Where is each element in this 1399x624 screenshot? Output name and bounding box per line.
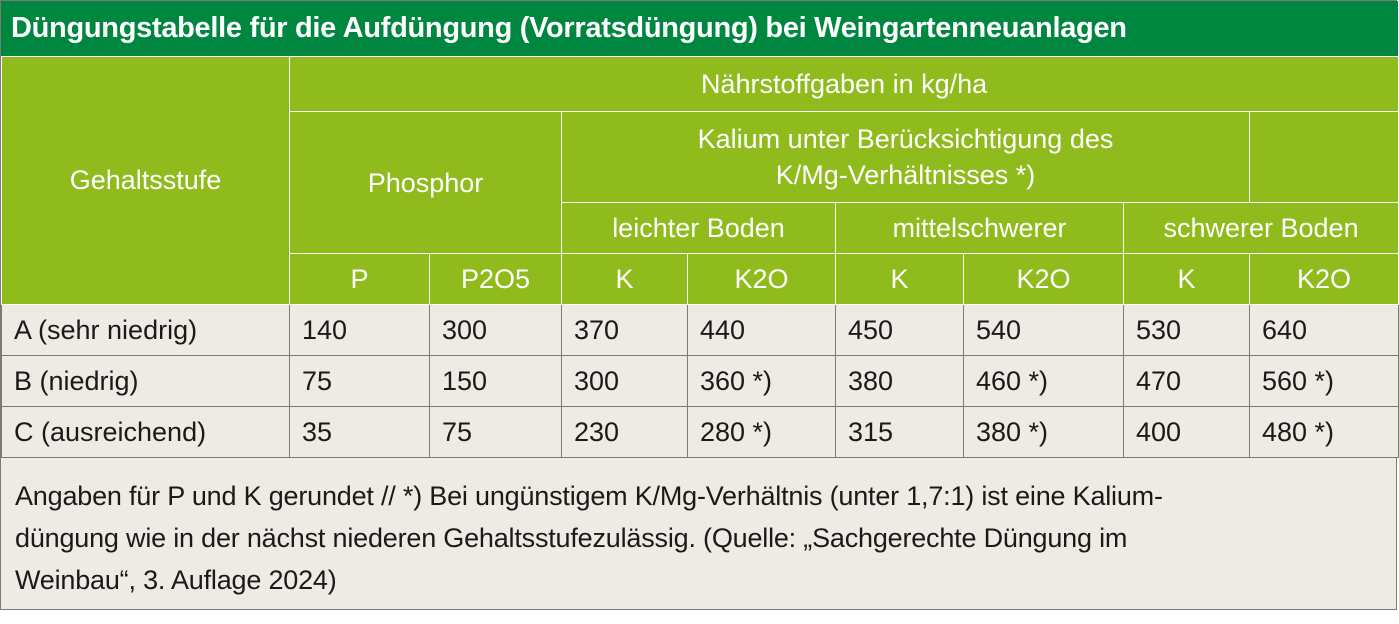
- footnote-line-2: düngung wie in der nächst niederen Gehal…: [15, 523, 1128, 553]
- header-row-3: leichter Boden mittelschwerer schwerer B…: [2, 202, 1399, 254]
- table-cell: 300: [429, 304, 562, 356]
- unit-p: P: [289, 253, 430, 305]
- header-naehrstoffgaben: Nährstoffgaben in kg/ha: [288, 56, 1399, 112]
- table-cell: 360 *): [687, 355, 836, 407]
- header-phosphor: Phosphor: [289, 111, 562, 254]
- header-gehaltsstufe: Gehaltsstufe: [1, 56, 290, 305]
- unit-k2o-leicht: K2O: [687, 253, 836, 305]
- table-cell: 460 *): [963, 355, 1124, 407]
- table-cell: 560 *): [1248, 355, 1399, 407]
- unit-k2o-schwer: K2O: [1248, 253, 1399, 305]
- table-cell: 300: [561, 355, 688, 407]
- table-title: Düngungstabelle für die Aufdüngung (Vorr…: [1, 1, 1398, 56]
- header-leichter-boden: leichter Boden: [561, 202, 836, 254]
- table-cell: 150: [429, 355, 562, 407]
- header-schwerer-boden: schwerer Boden: [1122, 202, 1399, 254]
- table-cell: 75: [429, 406, 562, 458]
- table-row: A (sehr niedrig) 140 300 370 440 450 540…: [1, 304, 1399, 356]
- fertilization-table: Gehaltsstufe Nährstoffgaben in kg/ha Pho…: [1, 56, 1399, 458]
- table-cell: 230: [561, 406, 688, 458]
- table-footnote: Angaben für P und K gerundet // *) Bei u…: [1, 457, 1398, 611]
- table-cell: 480 *): [1248, 406, 1399, 458]
- header-row-1: Gehaltsstufe Nährstoffgaben in kg/ha: [1, 56, 1399, 305]
- table-cell: 280 *): [687, 406, 836, 458]
- header-row-2: Phosphor Kalium unter Berücksichtigung d…: [2, 111, 1399, 254]
- footnote-line-3: Weinbau“, 3. Auflage 2024): [15, 565, 337, 595]
- table-cell: 380 *): [963, 406, 1124, 458]
- header-kalium: Kalium unter Berücksichtigung des K/Mg-V…: [561, 111, 1250, 203]
- header-kalium-extra: [1248, 111, 1399, 203]
- table-cell: 400: [1123, 406, 1250, 458]
- row-label: C (ausreichend): [1, 406, 290, 458]
- table-cell: 380: [835, 355, 964, 407]
- unit-k-schwer: K: [1123, 253, 1250, 305]
- table-cell: 540: [963, 304, 1124, 356]
- table-cell: 450: [835, 304, 964, 356]
- table-cell: 35: [289, 406, 430, 458]
- table-cell: 470: [1123, 355, 1250, 407]
- table-row: C (ausreichend) 35 75 230 280 *) 315 380…: [1, 406, 1399, 458]
- unit-k-mittel: K: [835, 253, 964, 305]
- unit-k-leicht: K: [561, 253, 688, 305]
- header-kalium-line2: K/Mg-Verhältnisses *): [775, 160, 1036, 190]
- table-cell: 75: [289, 355, 430, 407]
- table-row: B (niedrig) 75 150 300 360 *) 380 460 *)…: [1, 355, 1399, 407]
- table-cell: 640: [1248, 304, 1399, 356]
- unit-k2o-mittel: K2O: [963, 253, 1124, 305]
- table-cell: 370: [561, 304, 688, 356]
- header-row-units: P P2O5 K K2O K K2O K K2O: [2, 253, 1399, 305]
- footnote-line-1: Angaben für P und K gerundet // *) Bei u…: [15, 481, 1163, 511]
- row-label: B (niedrig): [1, 355, 290, 407]
- table-cell: 530: [1123, 304, 1250, 356]
- fertilization-table-panel: Düngungstabelle für die Aufdüngung (Vorr…: [0, 0, 1399, 611]
- table-cell: 440: [687, 304, 836, 356]
- header-mittelschwerer: mittelschwerer: [835, 202, 1124, 254]
- table-cell: 140: [289, 304, 430, 356]
- header-kalium-line1: Kalium unter Berücksichtigung des: [697, 124, 1114, 154]
- row-label: A (sehr niedrig): [1, 304, 290, 356]
- unit-p2o5: P2O5: [429, 253, 562, 305]
- table-cell: 315: [835, 406, 964, 458]
